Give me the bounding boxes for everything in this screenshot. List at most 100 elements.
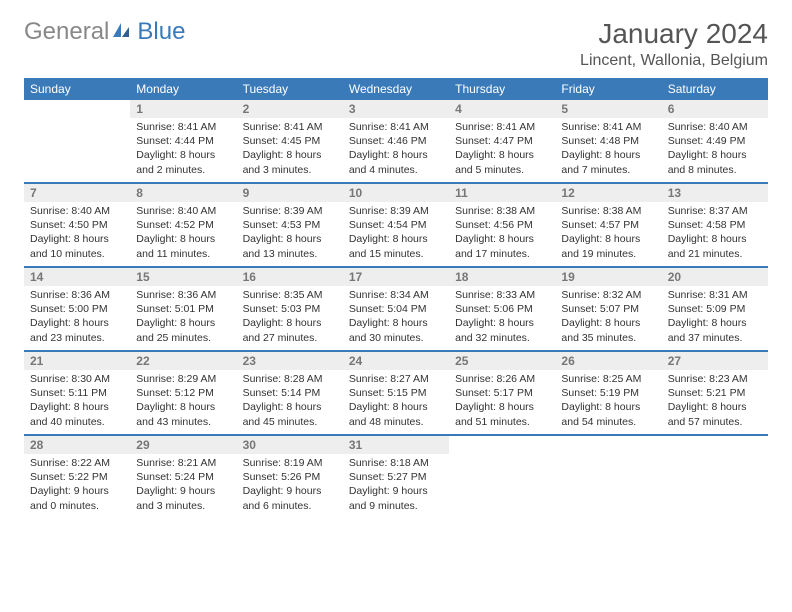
day-cell: 28Sunrise: 8:22 AMSunset: 5:22 PMDayligh… xyxy=(24,436,130,518)
logo: General Blue xyxy=(24,18,185,46)
logo-sail-icon xyxy=(111,18,131,46)
day-info: Sunrise: 8:39 AMSunset: 4:53 PMDaylight:… xyxy=(237,202,343,265)
week-row: 7Sunrise: 8:40 AMSunset: 4:50 PMDaylight… xyxy=(24,184,768,268)
day-number: 1 xyxy=(130,100,236,118)
day-number: 21 xyxy=(24,352,130,370)
empty-day xyxy=(24,100,130,182)
day-cell: 9Sunrise: 8:39 AMSunset: 4:53 PMDaylight… xyxy=(237,184,343,266)
day-cell: 12Sunrise: 8:38 AMSunset: 4:57 PMDayligh… xyxy=(555,184,661,266)
week-row: 28Sunrise: 8:22 AMSunset: 5:22 PMDayligh… xyxy=(24,436,768,518)
day-info: Sunrise: 8:38 AMSunset: 4:57 PMDaylight:… xyxy=(555,202,661,265)
day-number: 25 xyxy=(449,352,555,370)
day-cell: 10Sunrise: 8:39 AMSunset: 4:54 PMDayligh… xyxy=(343,184,449,266)
week-row: 1Sunrise: 8:41 AMSunset: 4:44 PMDaylight… xyxy=(24,100,768,184)
day-info: Sunrise: 8:26 AMSunset: 5:17 PMDaylight:… xyxy=(449,370,555,433)
empty-day xyxy=(449,436,555,518)
day-number: 29 xyxy=(130,436,236,454)
day-info: Sunrise: 8:23 AMSunset: 5:21 PMDaylight:… xyxy=(662,370,768,433)
day-info: Sunrise: 8:41 AMSunset: 4:46 PMDaylight:… xyxy=(343,118,449,181)
month-title: January 2024 xyxy=(580,18,768,50)
day-info: Sunrise: 8:40 AMSunset: 4:49 PMDaylight:… xyxy=(662,118,768,181)
day-number: 31 xyxy=(343,436,449,454)
day-info: Sunrise: 8:28 AMSunset: 5:14 PMDaylight:… xyxy=(237,370,343,433)
day-number: 27 xyxy=(662,352,768,370)
empty-day xyxy=(662,436,768,518)
day-number: 26 xyxy=(555,352,661,370)
day-info: Sunrise: 8:27 AMSunset: 5:15 PMDaylight:… xyxy=(343,370,449,433)
day-number: 22 xyxy=(130,352,236,370)
day-cell: 4Sunrise: 8:41 AMSunset: 4:47 PMDaylight… xyxy=(449,100,555,182)
day-info: Sunrise: 8:41 AMSunset: 4:47 PMDaylight:… xyxy=(449,118,555,181)
day-info: Sunrise: 8:22 AMSunset: 5:22 PMDaylight:… xyxy=(24,454,130,517)
day-number: 11 xyxy=(449,184,555,202)
weekday-header: Sunday xyxy=(24,78,130,100)
day-number: 30 xyxy=(237,436,343,454)
header: General Blue January 2024 Lincent, Wallo… xyxy=(24,18,768,70)
day-cell: 6Sunrise: 8:40 AMSunset: 4:49 PMDaylight… xyxy=(662,100,768,182)
day-number: 5 xyxy=(555,100,661,118)
day-info: Sunrise: 8:31 AMSunset: 5:09 PMDaylight:… xyxy=(662,286,768,349)
day-number: 20 xyxy=(662,268,768,286)
day-info: Sunrise: 8:29 AMSunset: 5:12 PMDaylight:… xyxy=(130,370,236,433)
day-cell: 18Sunrise: 8:33 AMSunset: 5:06 PMDayligh… xyxy=(449,268,555,350)
day-info: Sunrise: 8:40 AMSunset: 4:52 PMDaylight:… xyxy=(130,202,236,265)
day-number: 7 xyxy=(24,184,130,202)
weekday-header: Wednesday xyxy=(343,78,449,100)
day-info: Sunrise: 8:41 AMSunset: 4:48 PMDaylight:… xyxy=(555,118,661,181)
day-info: Sunrise: 8:32 AMSunset: 5:07 PMDaylight:… xyxy=(555,286,661,349)
day-number: 14 xyxy=(24,268,130,286)
day-info: Sunrise: 8:25 AMSunset: 5:19 PMDaylight:… xyxy=(555,370,661,433)
day-cell: 8Sunrise: 8:40 AMSunset: 4:52 PMDaylight… xyxy=(130,184,236,266)
week-row: 14Sunrise: 8:36 AMSunset: 5:00 PMDayligh… xyxy=(24,268,768,352)
day-cell: 23Sunrise: 8:28 AMSunset: 5:14 PMDayligh… xyxy=(237,352,343,434)
day-cell: 17Sunrise: 8:34 AMSunset: 5:04 PMDayligh… xyxy=(343,268,449,350)
day-info: Sunrise: 8:39 AMSunset: 4:54 PMDaylight:… xyxy=(343,202,449,265)
weekday-header: Monday xyxy=(130,78,236,100)
day-info: Sunrise: 8:18 AMSunset: 5:27 PMDaylight:… xyxy=(343,454,449,517)
day-info: Sunrise: 8:33 AMSunset: 5:06 PMDaylight:… xyxy=(449,286,555,349)
day-number: 19 xyxy=(555,268,661,286)
calendar: SundayMondayTuesdayWednesdayThursdayFrid… xyxy=(24,78,768,518)
day-cell: 31Sunrise: 8:18 AMSunset: 5:27 PMDayligh… xyxy=(343,436,449,518)
logo-text-2: Blue xyxy=(137,18,185,46)
day-info: Sunrise: 8:19 AMSunset: 5:26 PMDaylight:… xyxy=(237,454,343,517)
weekday-header: Friday xyxy=(555,78,661,100)
day-info: Sunrise: 8:37 AMSunset: 4:58 PMDaylight:… xyxy=(662,202,768,265)
day-cell: 20Sunrise: 8:31 AMSunset: 5:09 PMDayligh… xyxy=(662,268,768,350)
day-cell: 26Sunrise: 8:25 AMSunset: 5:19 PMDayligh… xyxy=(555,352,661,434)
day-info: Sunrise: 8:38 AMSunset: 4:56 PMDaylight:… xyxy=(449,202,555,265)
day-cell: 5Sunrise: 8:41 AMSunset: 4:48 PMDaylight… xyxy=(555,100,661,182)
day-cell: 22Sunrise: 8:29 AMSunset: 5:12 PMDayligh… xyxy=(130,352,236,434)
weekday-header: Tuesday xyxy=(237,78,343,100)
day-number: 6 xyxy=(662,100,768,118)
day-cell: 30Sunrise: 8:19 AMSunset: 5:26 PMDayligh… xyxy=(237,436,343,518)
day-info: Sunrise: 8:40 AMSunset: 4:50 PMDaylight:… xyxy=(24,202,130,265)
empty-day xyxy=(555,436,661,518)
day-cell: 3Sunrise: 8:41 AMSunset: 4:46 PMDaylight… xyxy=(343,100,449,182)
day-cell: 21Sunrise: 8:30 AMSunset: 5:11 PMDayligh… xyxy=(24,352,130,434)
day-number: 15 xyxy=(130,268,236,286)
day-number: 4 xyxy=(449,100,555,118)
day-number: 18 xyxy=(449,268,555,286)
day-number: 28 xyxy=(24,436,130,454)
day-info: Sunrise: 8:41 AMSunset: 4:45 PMDaylight:… xyxy=(237,118,343,181)
weeks-container: 1Sunrise: 8:41 AMSunset: 4:44 PMDaylight… xyxy=(24,100,768,518)
day-cell: 13Sunrise: 8:37 AMSunset: 4:58 PMDayligh… xyxy=(662,184,768,266)
day-cell: 1Sunrise: 8:41 AMSunset: 4:44 PMDaylight… xyxy=(130,100,236,182)
day-info: Sunrise: 8:35 AMSunset: 5:03 PMDaylight:… xyxy=(237,286,343,349)
day-number: 3 xyxy=(343,100,449,118)
title-block: January 2024 Lincent, Wallonia, Belgium xyxy=(580,18,768,70)
weekday-header: Saturday xyxy=(662,78,768,100)
day-number: 2 xyxy=(237,100,343,118)
day-number: 16 xyxy=(237,268,343,286)
logo-text-1: General xyxy=(24,18,109,46)
day-number: 24 xyxy=(343,352,449,370)
day-number: 9 xyxy=(237,184,343,202)
weekday-header: Thursday xyxy=(449,78,555,100)
day-cell: 25Sunrise: 8:26 AMSunset: 5:17 PMDayligh… xyxy=(449,352,555,434)
day-cell: 15Sunrise: 8:36 AMSunset: 5:01 PMDayligh… xyxy=(130,268,236,350)
day-info: Sunrise: 8:36 AMSunset: 5:01 PMDaylight:… xyxy=(130,286,236,349)
day-cell: 24Sunrise: 8:27 AMSunset: 5:15 PMDayligh… xyxy=(343,352,449,434)
day-info: Sunrise: 8:36 AMSunset: 5:00 PMDaylight:… xyxy=(24,286,130,349)
day-cell: 14Sunrise: 8:36 AMSunset: 5:00 PMDayligh… xyxy=(24,268,130,350)
